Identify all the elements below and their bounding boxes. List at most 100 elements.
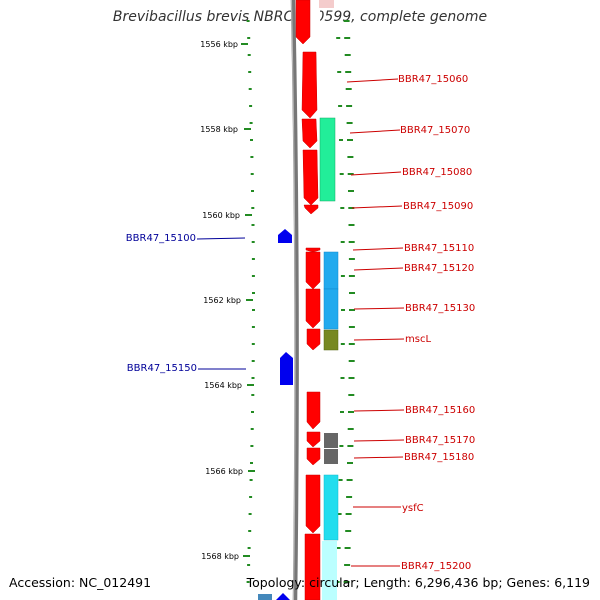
gene-label[interactable]: ysfC (402, 503, 424, 514)
cog-box[interactable] (323, 474, 339, 541)
minor-tick (250, 139, 253, 141)
gene-arrow[interactable] (306, 328, 321, 351)
cog-box[interactable] (324, 449, 338, 464)
cog-box[interactable] (319, 0, 334, 8)
gene-label[interactable]: BBR47_15110 (404, 243, 474, 254)
minor-tick (348, 224, 355, 226)
minor-tick (251, 258, 255, 260)
minor-tick (248, 530, 252, 532)
minor-tick (344, 547, 351, 549)
gene-label[interactable]: BBR47_15100 (126, 233, 196, 244)
minor-tick (248, 71, 252, 73)
minor-tick (347, 156, 354, 158)
gene-arrow[interactable] (276, 593, 290, 600)
cog-box[interactable] (323, 329, 339, 351)
minor-tick (346, 105, 353, 107)
minor-tick (348, 411, 354, 413)
minor-tick (348, 343, 355, 345)
minor-tick (252, 309, 255, 311)
cog-box[interactable] (323, 288, 339, 330)
gene-arrow[interactable] (305, 474, 321, 534)
cog-box[interactable] (323, 251, 339, 290)
minor-tick (348, 377, 355, 379)
minor-tick (246, 20, 250, 22)
gene-arrow[interactable] (301, 118, 318, 149)
minor-tick (348, 190, 354, 192)
scale-label: 1566 kbp (205, 467, 243, 476)
minor-tick (339, 173, 344, 175)
scale-label: 1562 kbp (203, 296, 241, 305)
minor-tick (247, 547, 251, 549)
minor-tick (340, 241, 345, 243)
minor-tick (345, 88, 352, 90)
minor-tick (341, 309, 345, 311)
gene-label[interactable]: BBR47_15070 (400, 125, 470, 136)
cog-boxes (319, 0, 339, 600)
genome-summary-text: Topology: circular; Length: 6,296,436 bp… (246, 575, 590, 590)
gene-label[interactable]: BBR47_15130 (405, 303, 475, 314)
gene-label[interactable]: BBR47_15090 (403, 201, 473, 212)
cog-box[interactable] (324, 433, 338, 448)
gene-label[interactable]: BBR47_15200 (401, 561, 471, 572)
minor-tick (337, 71, 342, 73)
minor-tick (250, 173, 254, 175)
minor-tick (347, 173, 354, 175)
minor-tick (340, 411, 344, 413)
gene-arrow[interactable] (306, 431, 321, 448)
gene-arrow[interactable] (280, 352, 293, 385)
gene-arrow[interactable] (301, 51, 318, 119)
cog-box[interactable] (322, 541, 337, 600)
gene-arrow[interactable] (303, 204, 319, 215)
minor-tick (251, 241, 255, 243)
gene-label[interactable]: BBR47_15150 (127, 363, 197, 374)
gene-arrow[interactable] (302, 149, 319, 206)
minor-tick (247, 37, 251, 39)
forward-genes (295, 0, 321, 600)
right-gene-labels: BBR47_15060 BBR47_15070 BBR47_15080 BBR4… (398, 74, 475, 572)
gene-arrow[interactable] (305, 251, 321, 290)
gene-label[interactable]: BBR47_15170 (405, 435, 475, 446)
minor-tick (344, 37, 351, 39)
cog-box[interactable] (258, 594, 272, 600)
gene-label[interactable]: mscL (405, 334, 431, 345)
minor-tick (249, 122, 253, 124)
gene-arrow[interactable] (305, 247, 321, 253)
gene-arrow[interactable] (305, 288, 321, 329)
cog-box[interactable] (319, 117, 336, 202)
minor-tick (250, 428, 254, 430)
gene-arrow[interactable] (306, 447, 321, 466)
accession-text: Accession: NC_012491 (9, 575, 152, 590)
scale-label: 1560 kbp (202, 211, 240, 220)
minor-tick (348, 275, 355, 277)
minor-tick (336, 547, 341, 549)
gene-arrow[interactable] (306, 391, 321, 430)
gene-arrow[interactable] (304, 533, 321, 600)
minor-tick (251, 377, 255, 379)
minor-tick (339, 139, 343, 141)
minor-tick (349, 309, 355, 311)
minor-tick (346, 122, 353, 124)
minor-tick (249, 479, 253, 481)
gene-arrow[interactable] (278, 229, 292, 243)
minor-tick (348, 207, 355, 209)
reverse-genes (258, 229, 293, 600)
minor-tick (345, 513, 352, 515)
minor-tick (348, 258, 355, 260)
scale-label: 1556 kbp (200, 40, 238, 49)
minor-tick (338, 105, 343, 107)
scale-label: 1558 kbp (200, 125, 238, 134)
minor-tick (348, 360, 355, 362)
gene-label[interactable]: BBR47_15160 (405, 405, 475, 416)
minor-tick (247, 564, 251, 566)
minor-tick (348, 241, 355, 243)
minor-tick (343, 581, 350, 583)
gene-label[interactable]: BBR47_15120 (404, 263, 474, 274)
gene-label[interactable]: BBR47_15060 (398, 74, 468, 85)
gene-label[interactable]: BBR47_15080 (402, 167, 472, 178)
scale-label: 1564 kbp (204, 381, 242, 390)
gene-label[interactable]: BBR47_15180 (404, 452, 474, 463)
left-gene-labels: BBR47_15100 BBR47_15150 (126, 233, 197, 374)
gene-arrow[interactable] (295, 0, 311, 45)
minor-tick (335, 581, 340, 583)
